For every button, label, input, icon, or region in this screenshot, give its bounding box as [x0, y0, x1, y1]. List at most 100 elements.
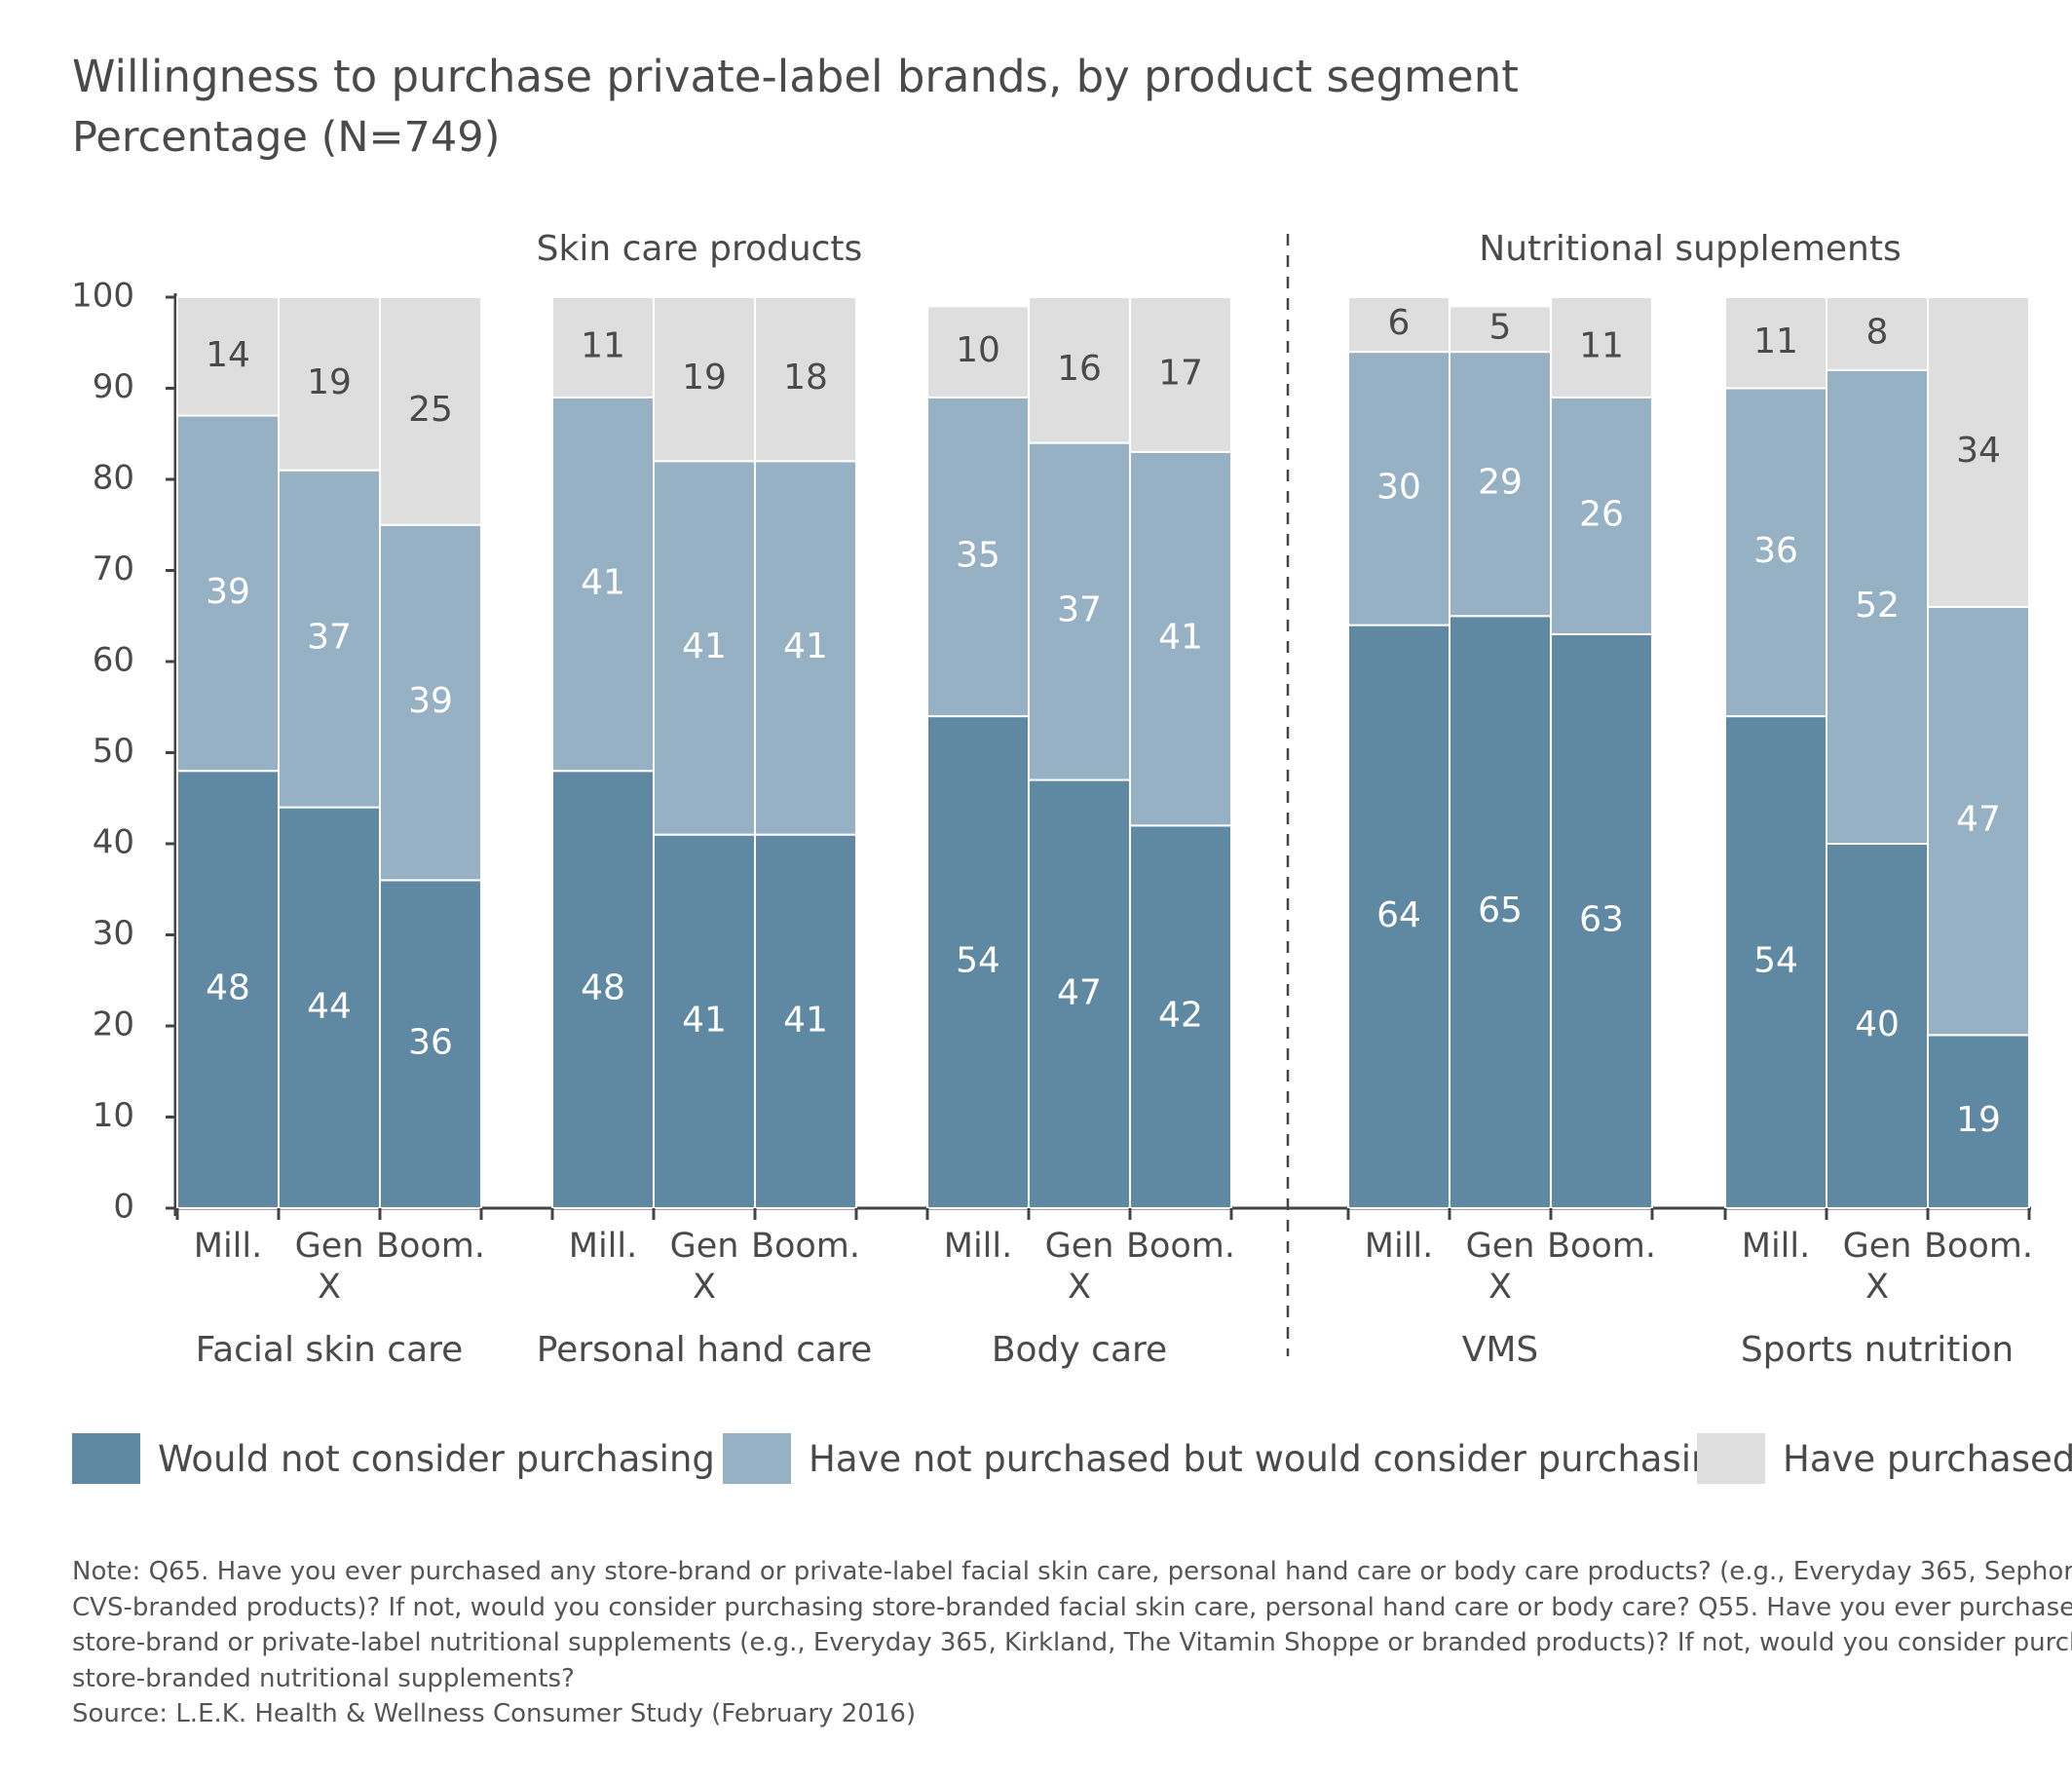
y-tick-label: 60 [93, 641, 134, 680]
legend-item-have-purchased: Have purchased [1697, 1433, 2072, 1484]
data-label: 48 [581, 968, 625, 1008]
data-label: 44 [307, 986, 352, 1026]
data-label: 16 [1057, 349, 1102, 389]
group-label: Facial skin care [196, 1330, 464, 1370]
x-tick-label: Boom. [376, 1227, 485, 1266]
data-label: 11 [1579, 325, 1624, 365]
x-tick-label: Boom. [1547, 1227, 1656, 1266]
data-label: 19 [307, 362, 352, 402]
data-label: 34 [1956, 431, 2001, 471]
y-tick-label: 0 [113, 1188, 134, 1227]
x-tick-label: X [318, 1268, 341, 1307]
bar-segment-would-not [379, 879, 482, 1210]
data-label: 42 [1158, 996, 1203, 1036]
data-label: 63 [1579, 899, 1624, 939]
section-label-nutritional-supplements: Nutritional supplements [1479, 229, 1901, 269]
bar-segment-would-not [551, 770, 655, 1209]
bar-segment-have-purchased [551, 296, 655, 398]
bar-segment-would-not [653, 833, 756, 1210]
bar-segment-would-consider [1826, 368, 1929, 845]
x-tick-label: Mill. [569, 1227, 638, 1266]
legend-label-have-purchased: Have purchased [1783, 1437, 2072, 1480]
data-label: 19 [682, 358, 727, 398]
legend-label-would-consider: Have not purchased but would consider pu… [809, 1437, 1737, 1480]
bar-segment-have-purchased [278, 296, 381, 472]
data-label: 41 [783, 626, 828, 666]
x-tick-label: Gen [1466, 1227, 1535, 1266]
note-line: CVS-branded products)? If not, would you… [72, 1592, 2072, 1622]
bar-segment-would-consider [926, 396, 1030, 718]
y-tick-label: 30 [93, 914, 134, 953]
y-tick-label: 40 [93, 823, 134, 862]
bar-segment-have-purchased [1347, 296, 1450, 354]
group-label: VMS [1462, 1330, 1539, 1370]
bar-segment-would-consider [1927, 605, 2030, 1037]
bar-segment-would-consider [278, 469, 381, 809]
legend-item-would-consider: Have not purchased but would consider pu… [723, 1433, 1737, 1484]
legend-swatch-have-purchased [1697, 1433, 1765, 1484]
bar-segment-would-not [278, 806, 381, 1209]
data-label: 54 [1753, 941, 1798, 981]
data-label: 35 [956, 535, 1000, 575]
y-tick-label: 80 [93, 459, 134, 498]
bar-segment-would-consider [176, 414, 280, 773]
data-label: 10 [956, 330, 1000, 370]
x-tick-label: Boom. [1924, 1227, 2033, 1266]
group-label: Personal hand care [537, 1330, 872, 1370]
chart-title: Willingness to purchase private-label br… [72, 51, 1519, 102]
x-tick-label: Boom. [751, 1227, 860, 1266]
data-label: 37 [1057, 590, 1102, 630]
data-label: 39 [408, 681, 453, 721]
data-label: 40 [1855, 1005, 1900, 1044]
legend-label-would-not: Would not consider purchasing [158, 1437, 715, 1480]
bar-segment-would-consider [1724, 387, 1827, 718]
bar-segment-have-purchased [1724, 296, 1827, 390]
x-tick-label: X [693, 1268, 716, 1307]
data-label: 25 [408, 390, 453, 430]
data-label: 36 [1753, 531, 1798, 571]
y-tick-label: 70 [93, 550, 134, 588]
data-label: 65 [1478, 891, 1523, 930]
bar-segment-would-not [1347, 624, 1450, 1209]
data-label: 47 [1057, 972, 1102, 1012]
data-label: 8 [1866, 312, 1889, 352]
data-label: 64 [1376, 895, 1421, 935]
bar-segment-have-purchased [1927, 296, 2030, 608]
note-line: store-branded nutritional supplements? [72, 1663, 575, 1693]
group-label: Body care [992, 1330, 1167, 1370]
data-label: 11 [1753, 322, 1798, 361]
bar-segment-have-purchased [754, 296, 857, 463]
data-label: 36 [408, 1023, 453, 1063]
data-label: 17 [1158, 353, 1203, 393]
bar-segment-have-purchased [653, 296, 756, 463]
note-line: store-brand or private-label nutritional… [72, 1628, 2072, 1657]
bar-segment-have-purchased [926, 305, 1030, 398]
bar-segment-have-purchased [1129, 296, 1232, 453]
x-tick-label: X [1068, 1268, 1091, 1307]
bar-segment-would-consider [1028, 441, 1131, 781]
section-label-skin-care: Skin care products [537, 229, 863, 269]
bar-segment-would-not [926, 715, 1030, 1209]
bar-segment-would-consider [1347, 351, 1450, 626]
bar-segment-have-purchased [1550, 296, 1653, 398]
x-tick-label: X [1488, 1268, 1512, 1307]
data-label: 29 [1478, 463, 1523, 503]
data-label: 26 [1579, 494, 1624, 534]
bar-segment-would-not [1826, 843, 1929, 1209]
bar-segment-have-purchased [379, 296, 482, 526]
source-line: Source: L.E.K. Health & Wellness Consume… [72, 1699, 917, 1728]
bar-segment-would-consider [1129, 450, 1232, 827]
x-tick-label: Mill. [194, 1227, 263, 1266]
data-label: 47 [1956, 800, 2001, 840]
bar-segment-would-not [1028, 778, 1131, 1209]
data-label: 39 [206, 572, 250, 612]
y-tick-label: 10 [93, 1096, 134, 1135]
bar-segment-would-not [1129, 824, 1232, 1209]
x-tick-label: Gen [1045, 1227, 1114, 1266]
x-tick-label: Mill. [1742, 1227, 1811, 1266]
stacked-bar-chart: 0 10 20 30 40 50 60 70 80 90 100 48 39 14 Mill. 44 37 19 G… [71, 229, 2033, 1370]
data-label: 30 [1376, 467, 1421, 507]
y-tick-label: 20 [93, 1005, 134, 1044]
x-tick-label: Gen [295, 1227, 364, 1266]
bar-segment-have-purchased [176, 296, 280, 417]
